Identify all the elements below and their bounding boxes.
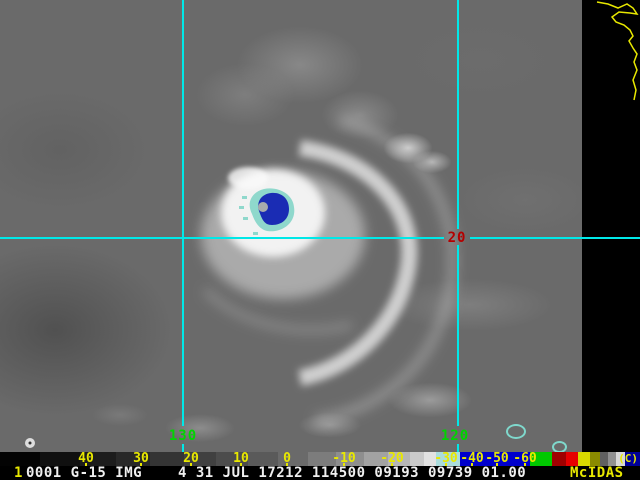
colorbar-segment (364, 452, 388, 466)
colorbar-tick (286, 463, 288, 466)
small-cloud-core (28, 441, 32, 445)
colorbar-segment (616, 452, 625, 466)
colorbar-tick (445, 463, 447, 466)
colorbar-segment (150, 452, 184, 466)
colorbar-segment (578, 452, 590, 466)
colorbar-segment (184, 452, 216, 466)
colorbar-segment (248, 452, 278, 466)
colorbar-label: 40 (78, 451, 94, 466)
enh-dash (253, 232, 258, 235)
gridline-lon-120-upper (457, 0, 459, 229)
colorbar-segment (566, 452, 578, 466)
status-text: McIDAS (570, 465, 624, 480)
colorbar-label: 10 (233, 451, 249, 466)
gridline-lat-20-right (470, 237, 640, 239)
colorbar-label: 30 (133, 451, 149, 466)
colorbar-tick (140, 463, 142, 466)
satellite-image[interactable] (0, 0, 640, 452)
lat-label-20: 20 (447, 230, 467, 246)
colorbar-segment (388, 452, 410, 466)
cold-top-core-blue (258, 192, 289, 225)
colorbar-label: -30 (434, 451, 458, 466)
gridline-lon-120-mid (457, 245, 459, 426)
main-rainband (298, 140, 418, 386)
colorbar-label: 20 (183, 451, 199, 466)
colorbar-segment (80, 452, 116, 466)
colorbar-segment (552, 452, 566, 466)
enh-dash (243, 217, 248, 220)
temperature-colorbar: 40 30 20 10 0 -10 -20 -30 -40 -50 -60 (C) (0, 452, 640, 466)
no-data-band (582, 0, 640, 452)
colorbar-segment (590, 452, 600, 466)
colorbar-tick (524, 463, 526, 466)
nw-cloud-tuft (228, 167, 268, 189)
colorbar-label: -10 (332, 451, 356, 466)
status-text: 1 (14, 465, 23, 480)
colorbar-segment (278, 452, 308, 466)
colorbar-tick (391, 463, 393, 466)
coastline-path (596, 1, 639, 101)
colorbar-segment (410, 452, 424, 466)
colorbar-tick (471, 463, 473, 466)
colorbar-segment (116, 452, 150, 466)
colorbar-tick (240, 463, 242, 466)
colorbar-tick (343, 463, 345, 466)
gridline-lat-20-left (0, 237, 444, 239)
colorbar-tick (496, 463, 498, 466)
colorbar-tick (190, 463, 192, 466)
colorbar-segment (460, 452, 530, 466)
colorbar-label: -60 (513, 451, 537, 466)
colorbar-label: -20 (380, 451, 404, 466)
eye-notch (258, 202, 268, 212)
status-text: 0001 G-15 IMG (26, 465, 143, 480)
colorbar-segment (625, 452, 640, 466)
gridline-lon-130-upper (182, 0, 184, 426)
enh-dash (239, 206, 244, 209)
colorbar-segment (336, 452, 364, 466)
status-text: 4 31 JUL 17212 114500 09193 09739 01.00 (178, 465, 527, 480)
enh-dash (242, 196, 247, 199)
lon-label-120: 120 (440, 428, 470, 444)
cyan-cloud-ring (506, 424, 526, 439)
colorbar-segment (424, 452, 436, 466)
status-bar: 1 0001 G-15 IMG 4 31 JUL 17212 114500 0919… (0, 466, 640, 480)
lon-label-130: 130 (168, 428, 198, 444)
south-band (202, 287, 353, 334)
colorbar-segment (608, 452, 616, 466)
colorbar-unit-label: (C) (618, 452, 638, 465)
colorbar-segment (530, 452, 552, 466)
colorbar-segment (40, 452, 80, 466)
colorbar-segment (436, 452, 460, 466)
colorbar-segment (216, 452, 248, 466)
outer-rainband (314, 115, 458, 425)
cyan-cloud-ring (552, 441, 567, 452)
colorbar-segment (308, 452, 336, 466)
colorbar-tick (85, 463, 87, 466)
colorbar-label: -40 (460, 451, 484, 466)
coastline-overlay (596, 1, 639, 101)
colorbar-segment (600, 452, 608, 466)
colorbar-segment (0, 452, 40, 466)
colorbar-label: 0 (283, 451, 291, 466)
colorbar-label: -50 (485, 451, 509, 466)
storm-overlay (25, 115, 458, 448)
